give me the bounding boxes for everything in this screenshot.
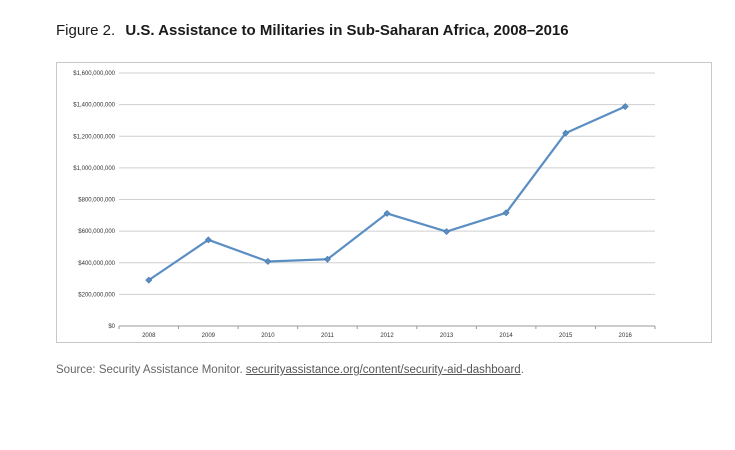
y-tick-label: $800,000,000 [78,198,115,204]
figure-number: Figure 2. [56,22,116,39]
x-tick-label: 2014 [499,333,513,339]
source-link[interactable]: securityassistance.org/content/security-… [245,364,521,376]
data-point [502,209,510,217]
y-tick-label: $200,000,000 [78,292,115,298]
y-tick-label: $0 [108,324,115,330]
x-tick-label: 2015 [559,333,573,339]
y-tick-label: $400,000,000 [78,261,115,267]
data-point [264,258,272,265]
x-tick-label: 2016 [619,333,633,339]
y-tick-label: $600,000,000 [78,229,115,235]
x-tick-label: 2009 [202,333,216,339]
y-tick-label: $1,200,000,000 [73,134,115,140]
x-tick-label: 2012 [380,333,394,339]
source-suffix: . [520,364,524,376]
x-tick-label: 2008 [142,333,156,339]
data-point [204,236,212,244]
figure-title-text: U.S. Assistance to Militaries in Sub-Sah… [125,22,569,39]
x-tick-label: 2011 [321,333,335,339]
x-tick-label: 2013 [440,333,454,339]
y-tick-label: $1,600,000,000 [73,71,115,77]
data-point [324,255,331,263]
chart-container: $0 $200,000,000 $400,000,000 $600,000,000 $8… [56,62,712,343]
source-note: Source: Security Assistance Monitor. sec… [56,364,524,376]
figure-title: Figure 2. U.S. Assistance to Militaries … [56,22,569,39]
data-point [443,228,450,236]
data-point [145,276,153,284]
y-tick-label: $1,400,000,000 [73,103,115,109]
y-tick-label: $1,000,000,000 [73,166,115,172]
source-prefix: Source: Security Assistance Monitor. [56,364,243,376]
data-point [562,129,570,137]
data-point [621,103,629,110]
data-point [383,209,391,217]
series-line [148,105,626,282]
line-chart: $0 $200,000,000 $400,000,000 $600,000,000 $8… [73,71,656,339]
x-tick-label: 2010 [261,333,275,339]
